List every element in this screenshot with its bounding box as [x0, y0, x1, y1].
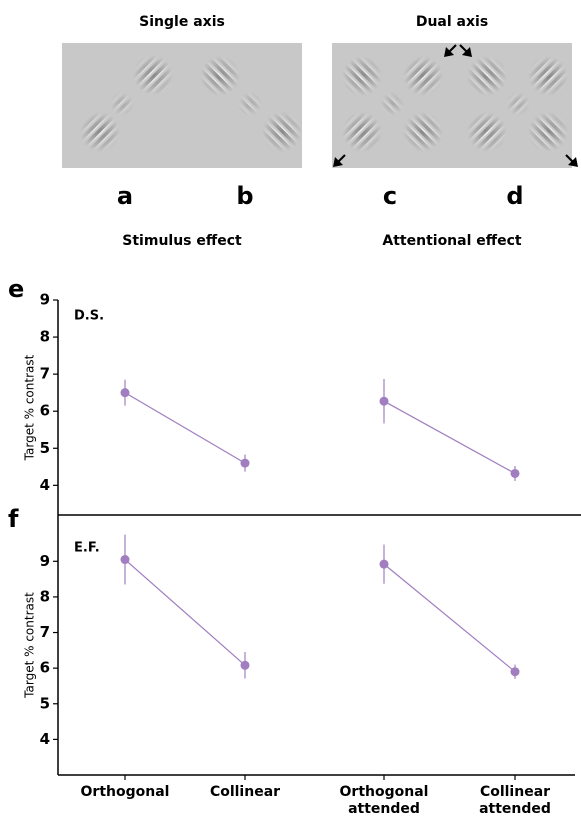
data-line — [124, 559, 246, 666]
stimulus-letter: a — [117, 182, 133, 210]
data-point — [240, 458, 250, 468]
x-tick-label: Orthogonal attended — [339, 784, 429, 817]
data-point — [120, 555, 130, 565]
panel-letter: e — [8, 275, 24, 303]
y-tick-label: 9 — [40, 291, 50, 309]
y-tick-label: 7 — [40, 623, 50, 641]
stimulus-header: Dual axis — [416, 14, 488, 30]
x-tick-label: Collinear attended — [479, 784, 551, 817]
data-point — [510, 468, 520, 478]
data-line — [383, 400, 516, 475]
y-tick-label: 7 — [40, 365, 50, 383]
y-tick-label: 4 — [40, 476, 50, 494]
data-point — [510, 667, 520, 677]
y-tick-label: 6 — [40, 659, 50, 677]
x-tick-label: Orthogonal — [80, 784, 170, 800]
stimulus-letter: c — [383, 182, 397, 210]
y-axis-label: Target % contrast — [23, 592, 37, 699]
y-tick-label: 5 — [40, 439, 50, 457]
data-point — [379, 559, 389, 569]
arrows — [333, 44, 578, 167]
subject-label: E.F. — [74, 541, 100, 556]
y-tick-label: 9 — [40, 552, 50, 570]
y-tick-label: 6 — [40, 402, 50, 420]
stimulus-caption: Attentional effect — [382, 233, 522, 249]
stimulus-header: Single axis — [139, 14, 225, 30]
x-tick-label: Collinear — [209, 784, 281, 800]
stimulus-images — [62, 43, 578, 168]
y-tick-label: 8 — [40, 587, 50, 605]
stimulus-letter: b — [236, 182, 253, 210]
data-point — [379, 396, 389, 406]
data-line — [124, 392, 246, 464]
data-line — [383, 563, 516, 673]
gabor-patches — [80, 55, 568, 152]
stimulus-letter: d — [506, 182, 523, 210]
y-axis-label: Target % contrast — [23, 354, 37, 461]
stimulus-caption: Stimulus effect — [122, 233, 242, 249]
data-point — [240, 660, 250, 670]
y-tick-label: 8 — [40, 328, 50, 346]
y-tick-label: 4 — [40, 730, 50, 748]
data-point — [120, 388, 130, 398]
y-tick-label: 5 — [40, 694, 50, 712]
subject-label: D.S. — [74, 309, 104, 324]
panel-letter: f — [8, 505, 19, 533]
